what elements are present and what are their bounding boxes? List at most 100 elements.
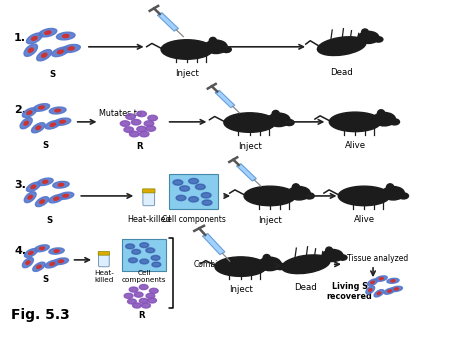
Ellipse shape — [120, 121, 130, 126]
FancyBboxPatch shape — [143, 191, 154, 206]
Ellipse shape — [43, 180, 48, 183]
Ellipse shape — [62, 45, 80, 52]
Ellipse shape — [140, 131, 149, 137]
Ellipse shape — [63, 34, 69, 38]
Ellipse shape — [377, 292, 381, 295]
Ellipse shape — [54, 250, 59, 252]
Ellipse shape — [378, 110, 385, 117]
Ellipse shape — [50, 123, 55, 126]
Ellipse shape — [140, 259, 148, 264]
Ellipse shape — [317, 37, 366, 55]
Polygon shape — [158, 13, 178, 31]
Ellipse shape — [189, 178, 198, 184]
Ellipse shape — [24, 44, 37, 56]
Ellipse shape — [40, 247, 45, 250]
Ellipse shape — [173, 180, 183, 185]
Text: R: R — [136, 142, 143, 151]
Ellipse shape — [49, 194, 64, 203]
Ellipse shape — [201, 193, 211, 198]
Ellipse shape — [176, 195, 186, 201]
Text: S: S — [49, 70, 55, 79]
Ellipse shape — [152, 262, 161, 267]
Ellipse shape — [39, 106, 44, 109]
Ellipse shape — [60, 120, 65, 123]
Ellipse shape — [126, 244, 135, 249]
Ellipse shape — [35, 245, 49, 252]
Ellipse shape — [137, 111, 146, 117]
Ellipse shape — [202, 200, 212, 206]
Ellipse shape — [54, 258, 68, 265]
Ellipse shape — [215, 257, 266, 276]
Ellipse shape — [374, 37, 383, 42]
Ellipse shape — [263, 255, 270, 261]
Ellipse shape — [37, 265, 41, 268]
Ellipse shape — [140, 298, 148, 304]
Ellipse shape — [54, 118, 71, 125]
Ellipse shape — [27, 111, 32, 114]
Ellipse shape — [129, 287, 138, 292]
Text: Combined: Combined — [194, 260, 232, 269]
Ellipse shape — [130, 131, 139, 137]
Ellipse shape — [387, 278, 399, 283]
Ellipse shape — [144, 121, 154, 126]
Ellipse shape — [390, 119, 400, 125]
Text: Mutates to: Mutates to — [99, 109, 142, 118]
Text: Dead: Dead — [330, 68, 353, 77]
Ellipse shape — [140, 285, 148, 290]
Ellipse shape — [195, 184, 205, 190]
Ellipse shape — [284, 120, 294, 126]
Ellipse shape — [126, 114, 135, 119]
Text: Cell
components: Cell components — [122, 270, 166, 283]
Polygon shape — [203, 234, 225, 255]
Text: Living S
recovered: Living S recovered — [327, 282, 373, 301]
Ellipse shape — [45, 31, 51, 34]
Ellipse shape — [28, 48, 33, 52]
Ellipse shape — [58, 260, 63, 263]
Ellipse shape — [375, 276, 387, 282]
Ellipse shape — [180, 186, 189, 191]
Ellipse shape — [384, 288, 395, 294]
Text: Alive: Alive — [345, 141, 366, 150]
Ellipse shape — [399, 193, 409, 199]
Text: 4.: 4. — [14, 246, 26, 257]
Ellipse shape — [366, 286, 375, 294]
Ellipse shape — [37, 178, 53, 186]
Text: Heat-killed: Heat-killed — [127, 215, 171, 224]
Ellipse shape — [36, 197, 49, 207]
Ellipse shape — [39, 28, 57, 37]
Ellipse shape — [32, 37, 37, 40]
Ellipse shape — [45, 260, 59, 268]
Ellipse shape — [22, 258, 33, 268]
Ellipse shape — [26, 261, 30, 264]
Bar — [169, 174, 218, 210]
Ellipse shape — [54, 197, 59, 200]
Ellipse shape — [124, 293, 133, 298]
Ellipse shape — [124, 127, 134, 132]
Ellipse shape — [224, 113, 275, 132]
Ellipse shape — [33, 104, 50, 111]
Ellipse shape — [151, 256, 160, 260]
Ellipse shape — [52, 47, 69, 57]
Ellipse shape — [28, 195, 32, 199]
Ellipse shape — [27, 33, 42, 44]
Bar — [122, 239, 166, 271]
Ellipse shape — [374, 290, 384, 297]
Ellipse shape — [127, 299, 136, 304]
Ellipse shape — [189, 197, 198, 202]
Ellipse shape — [221, 46, 231, 52]
FancyBboxPatch shape — [99, 253, 109, 267]
Text: 3.: 3. — [14, 180, 26, 190]
Ellipse shape — [32, 123, 45, 133]
Ellipse shape — [134, 292, 143, 297]
Ellipse shape — [36, 126, 40, 129]
Text: Dead: Dead — [294, 284, 317, 292]
Text: Fig. 5.3: Fig. 5.3 — [10, 308, 69, 322]
Ellipse shape — [379, 277, 383, 280]
Ellipse shape — [20, 118, 32, 129]
Ellipse shape — [58, 184, 64, 186]
Ellipse shape — [129, 258, 137, 263]
Ellipse shape — [288, 187, 310, 200]
Ellipse shape — [292, 184, 299, 191]
Ellipse shape — [382, 187, 405, 200]
Ellipse shape — [369, 289, 372, 291]
